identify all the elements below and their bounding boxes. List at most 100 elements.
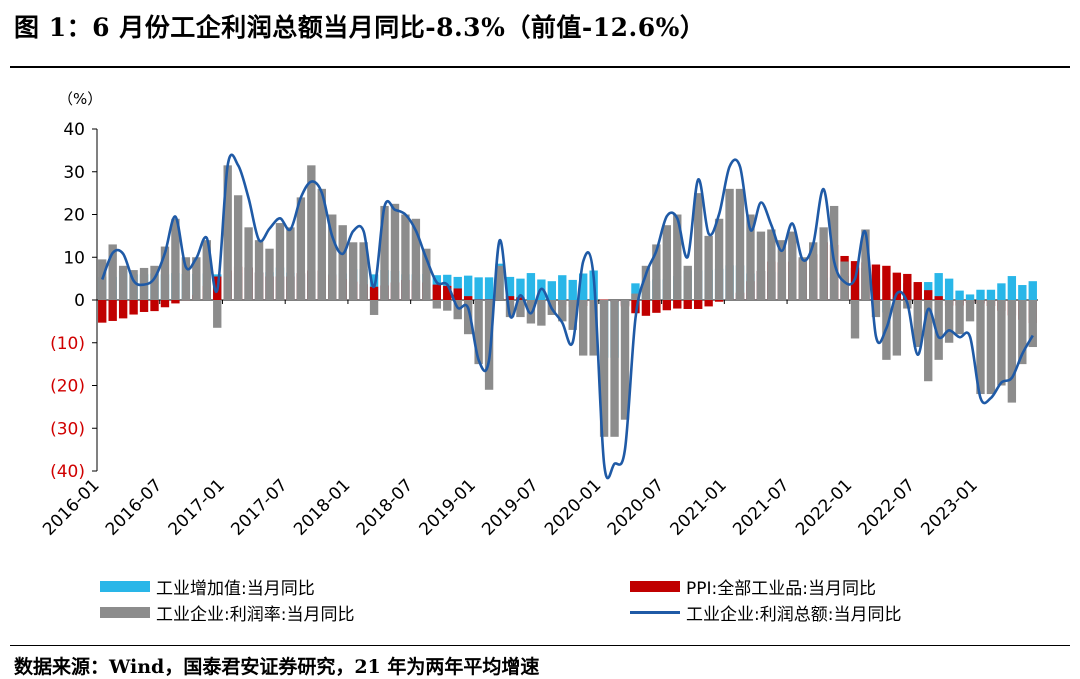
bar-ppi	[694, 300, 703, 309]
bar-value-added	[944, 278, 954, 300]
bar-profit-margin	[955, 300, 964, 335]
bar-ppi	[98, 300, 107, 323]
bar-profit-margin	[286, 227, 295, 300]
y-tick-label: (40)	[50, 462, 85, 482]
bar-profit-margin	[516, 300, 525, 318]
bar-ppi	[673, 300, 682, 309]
bar-profit-margin	[641, 265, 651, 300]
x-tick-labels: 2016-012016-072017-012017-072018-012018-…	[39, 475, 982, 539]
bar-profit-margin	[746, 214, 755, 300]
bar-ppi	[934, 296, 943, 300]
bar-value-added	[568, 279, 577, 300]
bar-profit-margin	[735, 188, 745, 300]
bar-ppi	[704, 300, 713, 307]
bar-profit-margin	[986, 300, 996, 395]
y-tick-label: (20)	[50, 377, 85, 397]
bar-profit-margin	[254, 240, 264, 300]
x-tick-label: 2018-01	[290, 475, 354, 539]
bar-ppi	[714, 300, 724, 302]
bar-ppi	[913, 282, 922, 300]
bar-profit-margin	[568, 300, 577, 330]
legend-item-profit-total: 工业企业:利润总额:当月同比	[630, 600, 901, 625]
bar-profit-margin	[307, 165, 316, 300]
bar-profit-margin	[756, 231, 766, 300]
x-tick-label: 2021-01	[667, 475, 731, 539]
bar-profit-margin	[453, 300, 462, 320]
x-tick-label: 2022-07	[855, 475, 919, 539]
bar-profit-margin	[118, 265, 128, 300]
bar-value-added	[547, 281, 556, 300]
bar-value-added	[976, 289, 985, 300]
bar-profit-margin	[599, 300, 609, 437]
bar-profit-margin	[819, 227, 828, 300]
bar-value-added	[463, 275, 473, 300]
bar-profit-margin	[1028, 300, 1037, 348]
bar-ppi	[129, 300, 138, 315]
bar-ppi	[882, 265, 891, 300]
bar-profit-margin	[275, 223, 285, 300]
legend-label-ppi: PPI:全部工业品:当月同比	[686, 579, 876, 599]
bar-profit-margin	[997, 300, 1006, 386]
bar-profit-margin	[673, 214, 682, 300]
bar-ppi	[474, 299, 483, 301]
bar-value-added	[505, 276, 515, 300]
bar-profit-margin	[129, 270, 138, 300]
bar-value-added	[484, 277, 494, 300]
bar-profit-margin	[1018, 300, 1027, 365]
bar-profit-margin	[662, 225, 672, 300]
series-line-profit-total	[101, 153, 1034, 480]
source-note: 数据来源：Wind，国泰君安证券研究，21 年为两年平均增速	[14, 656, 540, 678]
bar-ppi	[432, 284, 441, 300]
bar-profit-margin	[694, 193, 703, 300]
line-profit-total	[101, 153, 1034, 480]
bar-ppi	[160, 300, 170, 308]
bar-value-added	[997, 283, 1006, 300]
bar-value-added	[558, 275, 567, 300]
bar-profit-margin	[98, 259, 107, 300]
legend-item-profit-margin: 工业企业:利润率:当月同比	[100, 600, 354, 625]
bar-value-added	[516, 278, 525, 300]
bar-value-added	[526, 273, 536, 300]
x-tick-label: 2019-07	[478, 475, 542, 539]
bar-profit-margin	[788, 231, 797, 300]
bar-profit-margin	[798, 257, 807, 300]
bar-profit-margin	[432, 300, 441, 309]
bar-profit-margin	[620, 300, 630, 420]
bar-ppi	[505, 296, 515, 300]
bar-ppi	[641, 300, 651, 316]
title-rule	[10, 66, 1070, 68]
bar-value-added	[579, 273, 588, 300]
bar-ppi	[171, 300, 180, 304]
bar-profit-margin	[359, 242, 368, 300]
bar-profit-margin	[401, 214, 410, 300]
bar-profit-margin	[171, 218, 180, 300]
bar-profit-margin	[809, 242, 818, 300]
x-tick-label: 2020-07	[604, 475, 668, 539]
bar-ppi	[463, 296, 473, 300]
bar-ppi	[369, 286, 379, 300]
bar-profit-margin	[443, 300, 452, 311]
x-tick-label: 2020-01	[541, 475, 605, 539]
bar-ppi	[108, 300, 117, 321]
bar-profit-margin	[610, 300, 619, 437]
bar-profit-margin	[317, 188, 326, 300]
x-tick-label: 2017-07	[227, 475, 291, 539]
bar-profit-margin	[202, 240, 211, 300]
bar-ppi	[892, 272, 902, 300]
legend-label-profit-margin: 工业企业:利润率:当月同比	[156, 605, 355, 625]
bar-profit-margin	[474, 300, 483, 365]
x-tick-label: 2022-01	[792, 475, 856, 539]
bar-ppi	[139, 300, 149, 312]
bar-profit-margin	[725, 188, 734, 300]
legend-swatch-ppi	[630, 581, 680, 592]
bars-profit-margin	[98, 165, 1037, 437]
bar-profit-margin	[924, 300, 933, 382]
bar-ppi	[871, 264, 881, 300]
bar-profit-margin	[892, 300, 902, 356]
bar-profit-margin	[683, 265, 692, 300]
bar-profit-margin	[829, 205, 839, 300]
bar-value-added	[1028, 281, 1037, 300]
bar-ppi	[599, 299, 609, 301]
bar-profit-margin	[589, 300, 598, 356]
